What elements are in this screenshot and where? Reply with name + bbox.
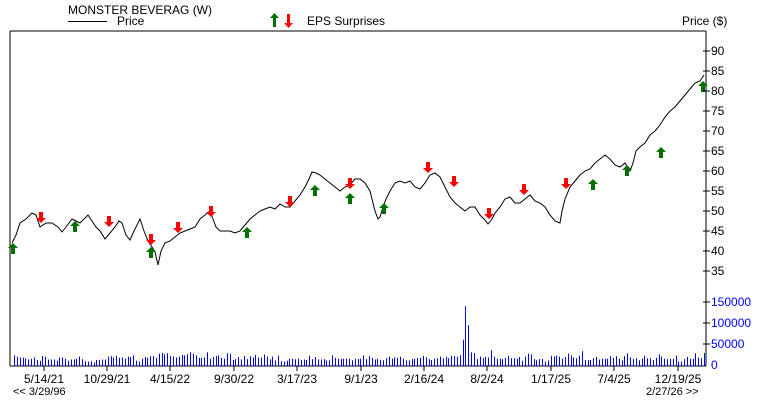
date-tick-label: 9/30/22 [213,372,255,386]
price-line [11,74,705,266]
price-axis-label: Price ($) [682,14,728,28]
eps-down-arrow-icon [173,222,183,233]
price-tick-label: 60 [711,164,725,178]
date-tick-label: 3/17/23 [276,372,318,386]
volume-tick-label: 0 [711,358,718,372]
price-tick-label: 55 [711,184,725,198]
volume-tick-label: 50000 [711,337,745,351]
date-tick-label: 12/19/25 [654,372,702,386]
eps-down-arrow-icon [285,196,295,207]
volume-bars [14,306,705,366]
eps-down-arrow-icon [36,212,46,223]
date-tick-label: 2/16/24 [403,372,445,386]
price-tick-label: 50 [711,204,725,218]
eps-down-arrow-icon [146,234,156,245]
eps-down-arrow-icon [345,178,355,189]
date-tick-label: 9/1/23 [344,372,378,386]
volume-axis-ticks [703,301,710,345]
date-axis-ticks [43,366,679,371]
price-legend-line-icon [68,21,107,22]
eps-down-arrow-icon [519,184,529,195]
date-tick-label: 1/17/25 [530,372,572,386]
price-tick-label: 90 [711,44,725,58]
price-tick-label: 80 [711,84,725,98]
forward-nav-link[interactable]: 2/27/26 >> [646,386,699,398]
date-tick-label: 5/14/21 [23,372,65,386]
eps-up-arrow-icon [270,13,279,30]
price-axis-ticks [703,50,710,272]
chart-frame [9,30,707,367]
date-tick-label: 10/29/21 [83,372,131,386]
chart-title: MONSTER BEVERAG (W) [68,3,213,17]
eps-down-arrow-icon [423,162,433,173]
price-tick-label: 70 [711,124,725,138]
eps-down-arrow-icon [484,208,494,219]
eps-up-arrow-icon [622,165,632,176]
date-tick-label: 4/15/22 [149,372,191,386]
eps-down-arrow-icon [284,14,293,31]
eps-up-arrow-icon [70,221,80,232]
price-tick-label: 40 [711,244,725,258]
price-tick-label: 75 [711,104,725,118]
price-tick-label: 35 [711,264,725,278]
eps-up-arrow-icon [656,147,666,158]
eps-up-arrow-icon [242,227,252,238]
price-tick-label: 85 [711,64,725,78]
eps-up-arrow-icon [379,203,389,214]
eps-legend-label: EPS Surprises [307,14,386,28]
eps-down-arrow-icon [206,206,216,217]
price-legend-label: Price [117,14,145,28]
eps-up-arrow-icon [146,247,156,258]
eps-up-arrow-icon [698,81,708,92]
volume-tick-label: 100000 [711,316,752,330]
volume-tick-label: 150000 [711,295,752,309]
eps-up-arrow-icon [345,193,355,204]
date-tick-label: 8/2/24 [470,372,504,386]
eps-down-arrow-icon [104,216,114,227]
eps-down-arrow-icon [449,176,459,187]
price-tick-label: 65 [711,144,725,158]
eps-up-arrow-icon [310,185,320,196]
eps-down-arrow-icon [561,178,571,189]
eps-surprise-markers [8,81,708,258]
eps-up-arrow-icon [8,243,18,254]
back-nav-link[interactable]: << 3/29/96 [13,386,66,398]
eps-up-arrow-icon [588,179,598,190]
price-tick-label: 45 [711,224,725,238]
date-tick-label: 7/4/25 [597,372,631,386]
